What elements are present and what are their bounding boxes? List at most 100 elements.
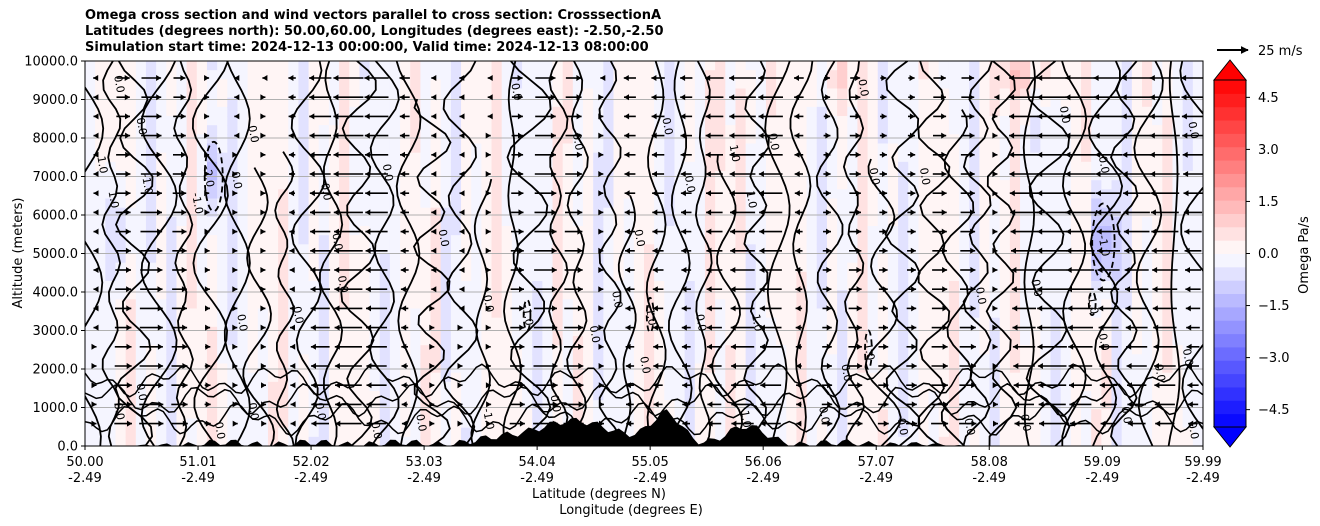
omega-cell [735, 317, 747, 328]
omega-cell [1009, 134, 1021, 145]
omega-cell [857, 436, 869, 446]
omega-cell [156, 97, 167, 108]
omega-cell [532, 88, 543, 99]
omega-cell [1070, 61, 1082, 71]
omega-cell [1182, 125, 1194, 135]
omega-cell [806, 253, 818, 264]
omega-cell [959, 317, 970, 328]
omega-cell [501, 336, 513, 346]
omega-cell [1172, 326, 1184, 337]
omega-cell [461, 161, 472, 172]
omega-cell [278, 207, 289, 218]
omega-cell [278, 436, 289, 446]
omega-cell [227, 345, 239, 355]
omega-cell [725, 88, 737, 99]
omega-cell [318, 134, 330, 145]
omega-cell [1040, 97, 1052, 108]
omega-cell [837, 262, 848, 273]
omega-cell [237, 299, 249, 310]
omega-cell [105, 70, 117, 80]
omega-cell [613, 391, 625, 401]
omega-cell [1091, 345, 1102, 355]
omega-cell [217, 372, 228, 383]
omega-cell [796, 354, 808, 365]
omega-cell [1081, 391, 1092, 401]
omega-cell [715, 391, 726, 401]
omega-cell [135, 336, 147, 346]
omega-cell [1152, 143, 1163, 154]
omega-cell [572, 336, 584, 346]
wind-vectors [91, 75, 1203, 427]
omega-cell [1009, 125, 1021, 135]
omega-cell [542, 198, 554, 209]
omega-cell [898, 354, 909, 365]
omega-cell [562, 244, 574, 255]
omega-cell [308, 345, 320, 355]
omega-cell [1121, 262, 1133, 273]
omega-cell [247, 189, 259, 200]
omega-cell [176, 180, 188, 190]
wind-vector-head [126, 401, 132, 408]
omega-cell [145, 308, 157, 319]
omega-cell [328, 171, 340, 181]
omega-cell [623, 125, 635, 135]
omega-cell [1172, 116, 1184, 126]
omega-cell [471, 189, 482, 200]
omega-cell [715, 281, 726, 291]
omega-cell [918, 409, 930, 420]
omega-cell [1020, 216, 1031, 227]
omega-cell [694, 116, 706, 126]
omega-cell [339, 317, 350, 328]
omega-cell [704, 70, 716, 80]
omega-cell [135, 70, 147, 80]
omega-cell [1020, 106, 1031, 117]
omega-cell [1162, 290, 1174, 300]
omega-cell [369, 235, 381, 245]
omega-cell [532, 216, 543, 227]
omega-cell [1101, 281, 1113, 291]
omega-cell [491, 134, 503, 145]
omega-cell [420, 372, 432, 383]
omega-cell [379, 198, 391, 209]
omega-cell [1131, 134, 1143, 145]
omega-cell [278, 79, 289, 90]
omega-cell [420, 308, 432, 319]
omega-cell [1009, 180, 1021, 190]
omega-cell [613, 88, 625, 99]
omega-cell [1111, 400, 1123, 410]
omega-cell [979, 409, 991, 420]
omega-cell [359, 61, 371, 71]
omega-cell [389, 207, 401, 218]
omega-cell [847, 189, 859, 200]
omega-cell [735, 88, 747, 99]
omega-cell [532, 244, 543, 255]
omega-cell [755, 161, 767, 172]
omega-cell [400, 152, 411, 163]
omega-cell [328, 116, 340, 126]
omega-cell [115, 180, 127, 190]
omega-cell [786, 152, 798, 163]
omega-cell [1131, 106, 1143, 117]
omega-cell [1121, 326, 1133, 337]
omega-cell [471, 88, 482, 99]
omega-cell [440, 125, 452, 135]
omega-cell [379, 336, 391, 346]
omega-cell [1182, 354, 1194, 365]
omega-cell [806, 134, 818, 145]
omega-cell [613, 271, 625, 282]
omega-cell [440, 308, 452, 319]
omega-cell [837, 363, 848, 374]
omega-cell [349, 381, 361, 392]
wind-vector-head [260, 286, 266, 293]
omega-cell [948, 326, 960, 337]
omega-cell [278, 216, 289, 227]
omega-cell [1030, 372, 1041, 383]
omega-cell [85, 207, 96, 218]
omega-cell [654, 125, 665, 135]
omega-cell [328, 281, 340, 291]
omega-cell [1091, 427, 1102, 438]
omega-cell [1020, 308, 1031, 319]
omega-cell [857, 216, 869, 227]
omega-cell [227, 143, 239, 154]
omega-cell [664, 88, 676, 99]
